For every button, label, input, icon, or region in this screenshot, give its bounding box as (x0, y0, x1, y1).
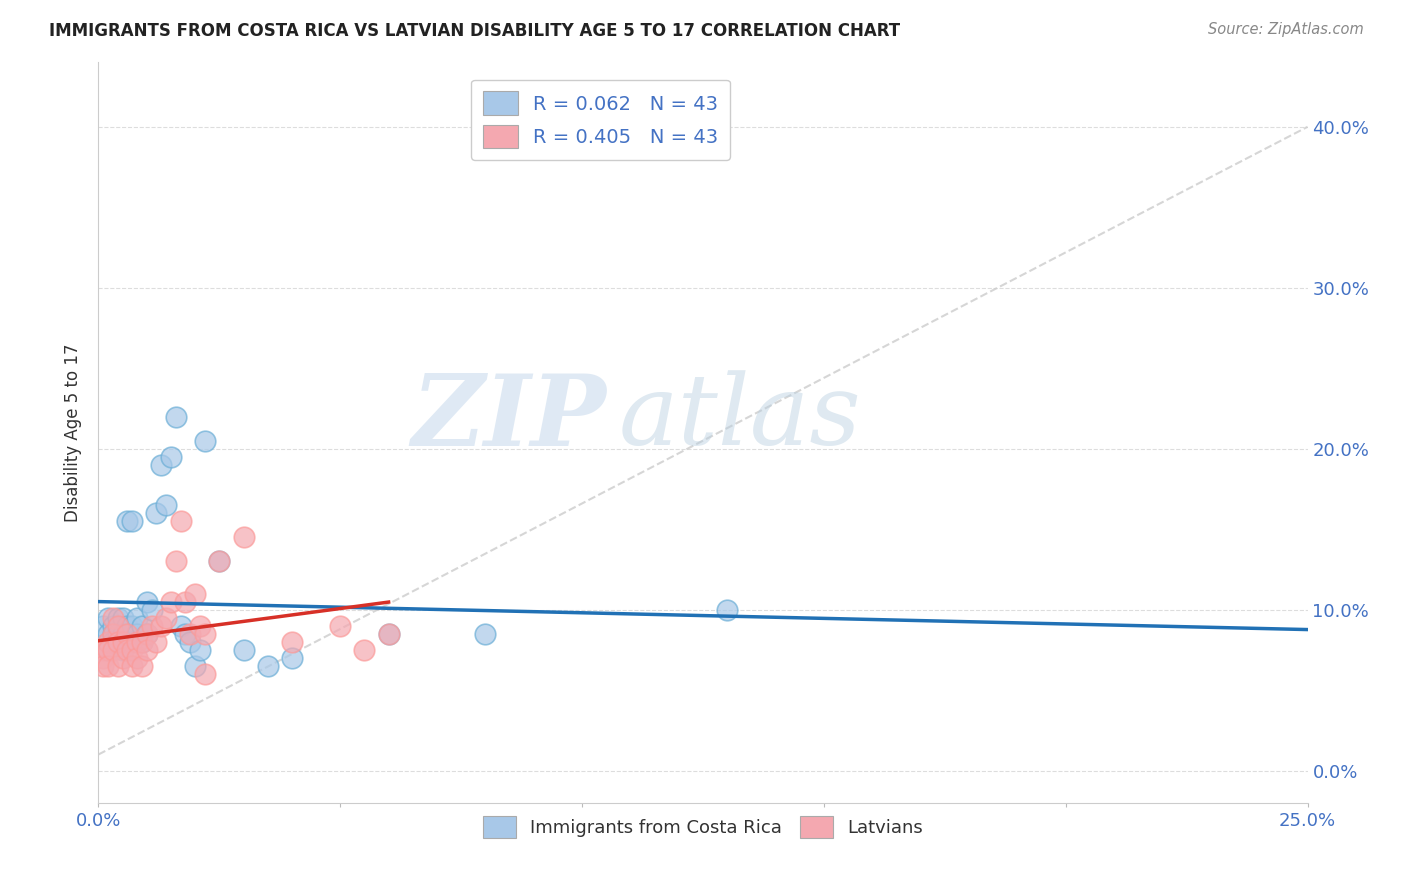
Point (107, 659, 129, 673)
Point (131, 619, 153, 633)
Point (377, 627, 399, 641)
Point (135, 643, 157, 657)
Point (141, 602, 163, 616)
Point (97, 635, 120, 649)
Point (377, 627, 399, 641)
Point (107, 610, 129, 624)
Point (127, 627, 149, 641)
Point (281, 635, 304, 649)
Point (135, 627, 157, 641)
Point (208, 554, 231, 568)
Point (111, 627, 134, 641)
Point (353, 643, 375, 657)
Point (121, 619, 143, 633)
Point (188, 643, 211, 657)
Point (121, 643, 143, 657)
Point (121, 635, 143, 649)
Point (184, 586, 207, 600)
Point (150, 619, 173, 633)
Point (101, 643, 124, 657)
Point (232, 643, 254, 657)
Point (188, 619, 211, 633)
Point (281, 651, 304, 665)
Point (111, 643, 134, 657)
Point (174, 594, 197, 608)
Point (117, 514, 139, 528)
Legend: Immigrants from Costa Rica, Latvians: Immigrants from Costa Rica, Latvians (477, 809, 929, 846)
Point (101, 619, 124, 633)
Point (101, 627, 124, 641)
Point (256, 659, 278, 673)
Point (91, 659, 114, 673)
Point (107, 635, 129, 649)
Point (121, 659, 143, 673)
Point (194, 434, 217, 448)
Point (111, 610, 134, 624)
Point (169, 619, 191, 633)
Text: ZIP: ZIP (412, 369, 606, 466)
Point (117, 619, 139, 633)
Point (194, 627, 217, 641)
Point (232, 530, 254, 544)
Point (121, 514, 143, 528)
Point (127, 610, 149, 624)
Point (184, 659, 207, 673)
Point (145, 506, 167, 520)
Point (91, 643, 114, 657)
Point (135, 594, 157, 608)
Point (160, 450, 183, 464)
Point (716, 602, 738, 616)
Point (111, 651, 134, 665)
Point (101, 610, 124, 624)
Point (165, 554, 187, 568)
Point (117, 627, 139, 641)
Point (97, 643, 120, 657)
Point (117, 643, 139, 657)
Point (179, 635, 201, 649)
Point (150, 458, 173, 472)
Point (194, 667, 217, 681)
Point (155, 610, 177, 624)
Point (135, 627, 157, 641)
Point (111, 635, 134, 649)
Text: atlas: atlas (619, 370, 860, 466)
Point (97, 643, 120, 657)
Point (474, 627, 496, 641)
Point (208, 554, 231, 568)
Point (131, 635, 153, 649)
Point (107, 619, 129, 633)
Point (329, 619, 352, 633)
Point (155, 498, 177, 512)
Point (97, 659, 120, 673)
Text: IMMIGRANTS FROM COSTA RICA VS LATVIAN DISABILITY AGE 5 TO 17 CORRELATION CHART: IMMIGRANTS FROM COSTA RICA VS LATVIAN DI… (49, 22, 900, 40)
Point (165, 409, 187, 424)
Point (141, 619, 163, 633)
Point (97, 627, 120, 641)
Point (160, 594, 183, 608)
Point (107, 635, 129, 649)
Point (127, 651, 149, 665)
Point (174, 627, 197, 641)
Point (91, 651, 114, 665)
Point (91, 619, 114, 633)
Point (107, 627, 129, 641)
Point (169, 514, 191, 528)
Point (97, 610, 120, 624)
Y-axis label: Disability Age 5 to 17: Disability Age 5 to 17 (65, 343, 83, 522)
Point (131, 659, 153, 673)
Point (145, 635, 167, 649)
Point (101, 627, 124, 641)
Point (127, 635, 149, 649)
Point (101, 635, 124, 649)
Point (179, 627, 201, 641)
Text: Source: ZipAtlas.com: Source: ZipAtlas.com (1208, 22, 1364, 37)
Point (131, 635, 153, 649)
